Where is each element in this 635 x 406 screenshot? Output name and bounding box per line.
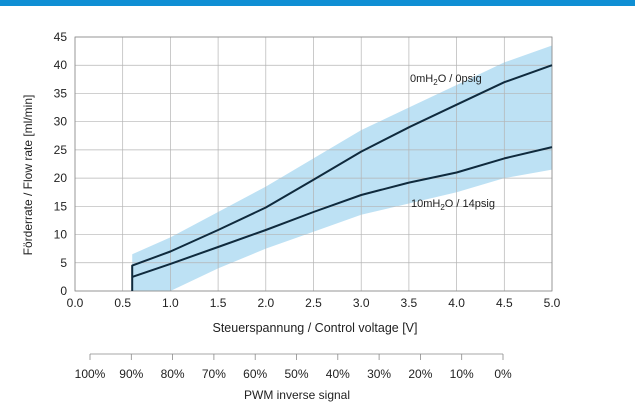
pwm-tick-label: 70% <box>202 367 226 381</box>
plot-frame <box>74 36 553 292</box>
tolerance-band <box>132 45 553 291</box>
pwm-tick-label: 0% <box>494 367 512 381</box>
y-axis-label: Förderrate / Flow rate [ml/min] <box>21 95 35 256</box>
series-annotation-upper: 0mH2O / 0psig <box>410 73 482 87</box>
y-tick-label: 20 <box>54 171 68 185</box>
y-tick-label: 40 <box>54 58 68 72</box>
pwm-tick-label: 20% <box>408 367 432 381</box>
pwm-tick-label: 80% <box>161 367 185 381</box>
y-tick-label: 25 <box>54 143 68 157</box>
pwm-axis-layer: 100% 90% 80% 70% 60% 50% 40% 30% 20% 10% 0% <box>75 353 512 381</box>
x-tick-label: 4.0 <box>448 296 465 310</box>
y-tick-label: 30 <box>54 115 68 129</box>
y-tick-label: 45 <box>54 30 68 44</box>
pwm-tick-label: 10% <box>450 367 474 381</box>
y-tick-label: 10 <box>54 228 68 242</box>
x-tick-label: 3.5 <box>401 296 418 310</box>
annotation-lower-b: O / 14psig <box>445 198 495 210</box>
y-tick-label: 15 <box>54 199 68 213</box>
x-tick-label: 0.5 <box>114 296 131 310</box>
x-tick-label: 4.5 <box>496 296 513 310</box>
annotation-upper-a: 0mH <box>410 73 433 85</box>
tolerance-band-layer <box>132 45 553 291</box>
pwm-tick-label: 60% <box>243 367 267 381</box>
pwm-tick-label: 90% <box>119 367 143 381</box>
x-tick-label: 3.0 <box>353 296 370 310</box>
pwm-tick-label: 40% <box>326 367 350 381</box>
x-tick-label: 0.0 <box>67 296 84 310</box>
y-tick-label: 5 <box>60 256 67 270</box>
annotation-lower-subscript: 2 <box>440 203 445 212</box>
pwm-axis-label: PWM inverse signal <box>244 388 350 402</box>
y-tick-label: 35 <box>54 86 68 100</box>
grid-layer <box>74 36 553 292</box>
series-line-2 <box>131 146 553 278</box>
pwm-tick-label: 50% <box>284 367 308 381</box>
top-accent-bar <box>0 0 635 6</box>
x-tick-label: 1.0 <box>162 296 179 310</box>
x-axis-label: Steuerspannung / Control voltage [V] <box>213 321 418 335</box>
series-layer <box>131 64 553 291</box>
x-tick-label: 5.0 <box>544 296 561 310</box>
pwm-tick-label: 30% <box>367 367 391 381</box>
x-tick-label: 2.0 <box>257 296 274 310</box>
y-tick-label: 0 <box>60 284 67 298</box>
x-tick-label: 1.5 <box>210 296 227 310</box>
series-line-1 <box>131 64 553 291</box>
annotation-lower-a: 10mH <box>411 198 440 210</box>
x-tick-label: 2.5 <box>305 296 322 310</box>
axes-layer: 0.0 0.5 1.0 1.5 2.0 2.5 3.0 3.5 4.0 4.5 5.0 0 5 10 15 2… <box>54 30 561 310</box>
pwm-tick-label: 100% <box>75 367 106 381</box>
series-annotation-lower: 10mH2O / 14psig <box>411 198 495 212</box>
annotation-upper-subscript: 2 <box>433 78 438 87</box>
annotation-upper-b: O / 0psig <box>438 73 482 85</box>
